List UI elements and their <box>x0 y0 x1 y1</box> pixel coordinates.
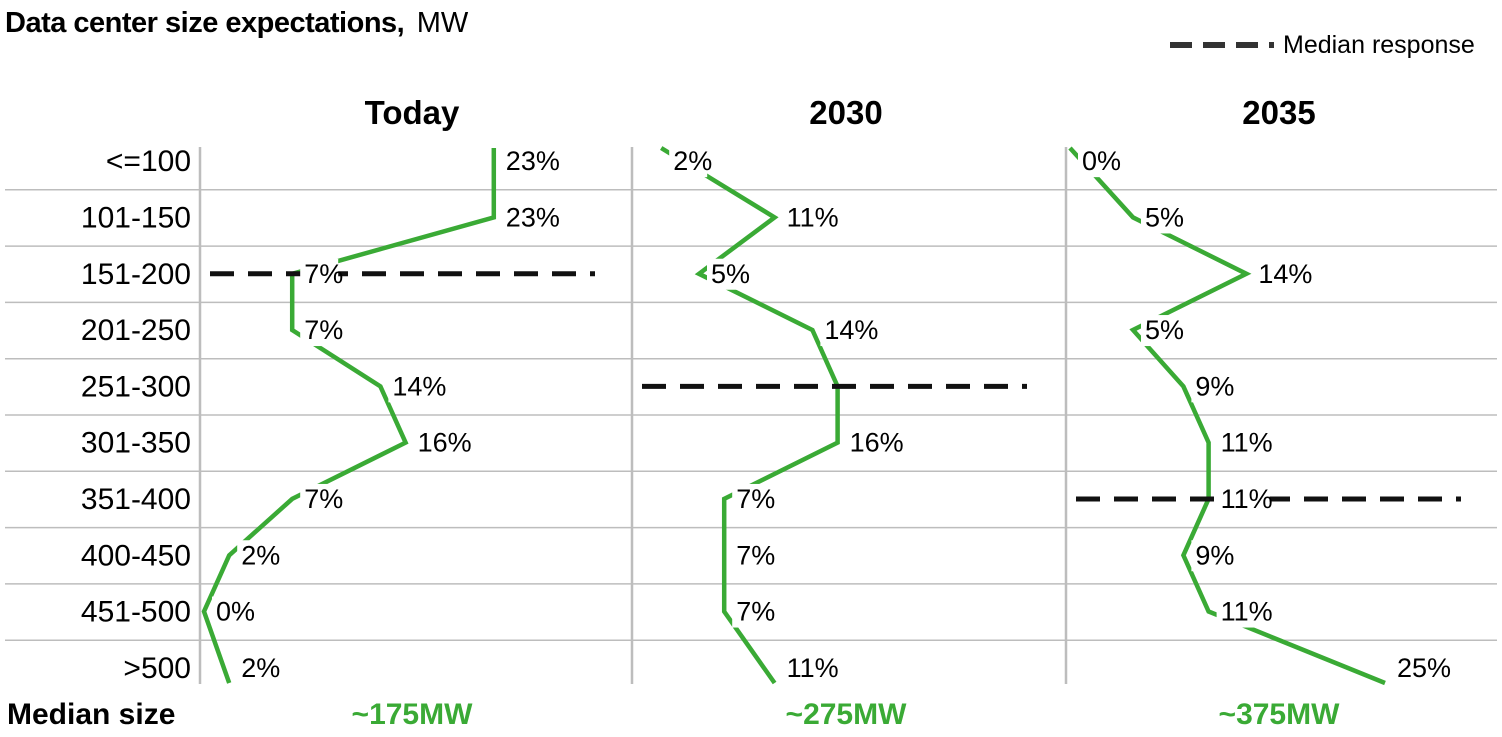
data-label: 7% <box>736 484 775 514</box>
data-label: 16% <box>850 428 904 458</box>
category-label: >500 <box>123 652 191 685</box>
data-label: 7% <box>304 259 343 289</box>
category-label: 251-300 <box>81 370 191 403</box>
data-label: 9% <box>1195 371 1234 401</box>
data-label-bg <box>1078 146 1116 178</box>
data-label-bg <box>820 315 874 347</box>
data-label: 7% <box>736 597 775 627</box>
median-size-label: Median size <box>7 698 175 731</box>
data-label-bg <box>388 371 442 403</box>
data-label: 5% <box>711 259 750 289</box>
data-label: 11% <box>787 653 839 683</box>
data-label-bg <box>501 146 555 178</box>
panel-title: Today <box>365 94 460 131</box>
data-label: 11% <box>1221 484 1273 514</box>
data-label-bg <box>1393 652 1446 684</box>
data-label-bg <box>732 596 771 628</box>
data-label-bg <box>501 202 555 234</box>
panel-2030: 2030 2% 11% 5% 14% 16% 7% 7% 7% 11% <box>630 94 1027 685</box>
panel-title: 2030 <box>809 94 882 131</box>
data-label-bg <box>237 540 276 572</box>
data-label-bg <box>1216 427 1270 459</box>
legend: Median response <box>1170 31 1475 59</box>
legend-label: Median response <box>1283 31 1475 59</box>
data-label: 2% <box>241 540 280 570</box>
data-label: 11% <box>787 202 839 232</box>
data-label-bg <box>782 652 836 684</box>
data-label: 5% <box>1145 202 1184 232</box>
data-label: 0% <box>1082 146 1121 176</box>
data-label: 5% <box>1145 315 1184 345</box>
panel-2035: 2035 0% 5% 14% 5% 9% 11% 11% 9% 11% 25% <box>1064 94 1461 686</box>
data-label-bg <box>300 315 339 347</box>
data-label: 7% <box>304 315 343 345</box>
data-label-bg <box>1191 540 1230 572</box>
series-line <box>201 148 497 684</box>
series-line <box>660 146 840 685</box>
category-label: <=100 <box>106 145 191 178</box>
category-label: 301-350 <box>81 427 191 460</box>
grid-lines <box>5 189 1497 641</box>
category-label: 201-250 <box>81 314 191 347</box>
data-label-bg <box>1216 483 1270 515</box>
data-label: 23% <box>506 202 560 232</box>
median-size-value: ~275MW <box>786 698 908 731</box>
data-label: 14% <box>824 315 878 345</box>
data-label-bg <box>707 258 745 290</box>
data-label-bg <box>413 427 467 459</box>
data-label: 25% <box>1397 653 1451 683</box>
data-label-bg <box>1191 371 1230 403</box>
data-label: 14% <box>1258 259 1312 289</box>
median-size-value: ~375MW <box>1219 698 1341 731</box>
data-label-bg <box>782 202 836 234</box>
data-label: 11% <box>1221 597 1273 627</box>
chart-title-unit: MW <box>417 7 469 39</box>
data-label: 2% <box>673 146 712 176</box>
data-label-bg <box>669 146 708 178</box>
data-label-bg <box>212 596 250 628</box>
data-label-bg <box>845 427 899 459</box>
data-label-bg <box>300 258 339 290</box>
panel-today: Today 23% 23% 7% 7% 14% 16% 7% 2% 0% 2% <box>198 94 595 684</box>
data-label: 14% <box>392 371 446 401</box>
data-label-bg <box>1141 202 1179 234</box>
data-label-bg <box>1254 258 1308 290</box>
series-line <box>1068 146 1386 686</box>
panel-title: 2035 <box>1242 94 1315 131</box>
category-labels: <=100 101-150 151-200 201-250 251-300 301-350… <box>81 145 191 685</box>
data-label: 11% <box>1221 428 1273 458</box>
data-label: 16% <box>418 428 472 458</box>
category-label: 101-150 <box>81 201 191 234</box>
category-label: 451-500 <box>81 596 191 629</box>
data-label-bg <box>300 483 339 515</box>
median-size-values: ~175MW ~275MW ~375MW <box>352 698 1341 731</box>
data-label: 7% <box>736 540 775 570</box>
chart-title-main: Data center size expectations, <box>5 7 404 39</box>
data-label: 7% <box>304 484 343 514</box>
category-label: 400-450 <box>81 539 191 572</box>
category-label: 351-400 <box>81 483 191 516</box>
data-label: 0% <box>216 597 255 627</box>
chart-title: Data center size expectations, MW <box>5 7 469 39</box>
data-label-bg <box>732 483 771 515</box>
data-label: 23% <box>506 146 560 176</box>
data-label-bg <box>1141 315 1179 347</box>
category-label: 151-200 <box>81 258 191 291</box>
data-label: 9% <box>1195 540 1234 570</box>
median-size-value: ~175MW <box>352 698 474 731</box>
data-label: 2% <box>241 653 280 683</box>
data-label-bg <box>732 540 771 572</box>
data-label-bg <box>237 652 276 684</box>
data-label-bg <box>1216 596 1270 628</box>
